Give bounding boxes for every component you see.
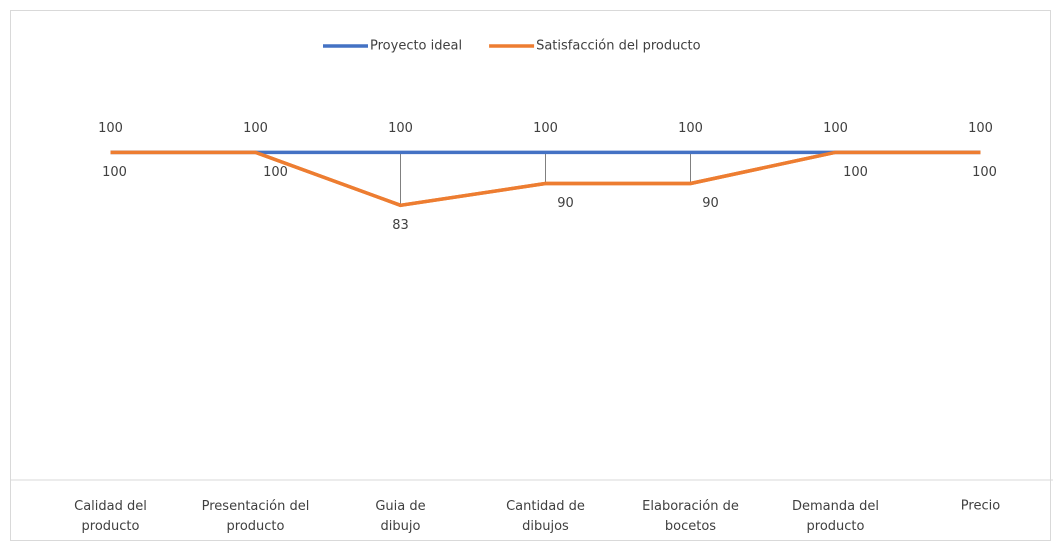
- x-tick-label: Elaboración de bocetos: [642, 499, 739, 534]
- data-label: 100: [388, 121, 413, 136]
- data-label: 100: [968, 121, 993, 136]
- data-label: 90: [557, 196, 574, 211]
- chart-border: [10, 10, 1051, 541]
- x-tick-label: Demanda del producto: [792, 499, 879, 534]
- x-tick-label: Calidad del producto: [74, 499, 147, 534]
- series-line: [110, 150, 981, 208]
- data-label: 100: [823, 121, 848, 136]
- data-label: 100: [243, 121, 268, 136]
- legend-label: Proyecto ideal: [370, 39, 462, 54]
- legend-label: Satisfacción del producto: [536, 39, 700, 54]
- x-tick-label: Presentación del producto: [202, 499, 310, 534]
- x-tick-label: Guia de dibujo: [375, 499, 425, 534]
- x-tick-label: Cantidad de dibujos: [506, 499, 585, 534]
- x-tick-label: Precio: [961, 499, 1000, 514]
- data-label: 100: [102, 165, 127, 180]
- data-label: 83: [392, 218, 409, 233]
- data-label: 100: [533, 121, 558, 136]
- data-label: 100: [98, 121, 123, 136]
- data-label: 100: [972, 165, 997, 180]
- data-label: 100: [678, 121, 703, 136]
- data-label: 100: [843, 165, 868, 180]
- data-label: 100: [263, 165, 288, 180]
- data-label: 90: [702, 196, 719, 211]
